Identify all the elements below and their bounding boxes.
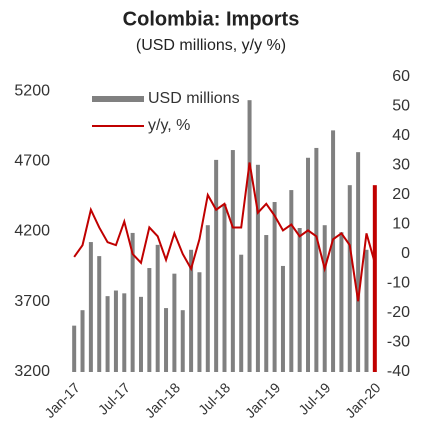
bar (122, 293, 127, 372)
x-tick-label: Jan-18 (142, 379, 184, 421)
bar (72, 325, 77, 372)
bar (322, 225, 327, 372)
bar (239, 254, 244, 372)
y-tick-label: 4700 (14, 153, 50, 170)
y2-tick-label: -40 (387, 363, 410, 380)
y2-tick-label: -30 (387, 334, 410, 351)
line (73, 162, 376, 302)
bar (289, 190, 294, 372)
chart-subtitle: (USD millions, y/y %) (136, 37, 286, 54)
bar (306, 157, 311, 372)
legend-label: y/y, % (148, 117, 190, 134)
bar (205, 225, 210, 372)
x-tick-label: Jan-20 (342, 379, 384, 421)
bar (339, 232, 344, 372)
y2-tick-label: -20 (387, 304, 410, 321)
bar (372, 185, 377, 372)
bar (255, 164, 260, 372)
legend-swatch (92, 96, 144, 102)
bar (80, 310, 85, 372)
y2-tick-label: 50 (392, 98, 410, 115)
y-tick-label: 3200 (14, 363, 50, 380)
y-tick-label: 5200 (14, 82, 50, 99)
bar (172, 273, 177, 372)
bar (230, 150, 235, 372)
bar (264, 235, 269, 372)
bar (147, 268, 152, 372)
y2-tick-label: 20 (392, 186, 410, 203)
bar (331, 130, 336, 372)
bar (97, 256, 102, 372)
bar (314, 147, 319, 372)
x-tick-label: Jan-17 (41, 379, 83, 421)
bar (214, 159, 219, 372)
y2-tick-label: -10 (387, 275, 410, 292)
y2-tick-label: 30 (392, 157, 410, 174)
y2-tick-label: 0 (401, 245, 410, 262)
bar (113, 290, 118, 372)
y2-tick-label: 10 (392, 216, 410, 233)
bar (130, 232, 135, 372)
x-tick-label: Jul-17 (95, 379, 133, 417)
bar (164, 308, 169, 372)
bar (189, 249, 194, 372)
legend-label: USD millions (148, 90, 240, 107)
bar (197, 272, 202, 372)
bar (88, 242, 93, 372)
bar (180, 310, 185, 372)
y2-tick-label: 60 (392, 68, 410, 85)
bar (247, 100, 252, 372)
bar (347, 185, 352, 372)
bar (222, 204, 227, 372)
y2-tick-label: 40 (392, 127, 410, 144)
bar (297, 228, 302, 372)
bar (280, 265, 285, 372)
y-tick-label: 3700 (14, 293, 50, 310)
x-tick-label: Jul-19 (295, 379, 333, 417)
bar (105, 296, 110, 372)
bar (155, 244, 160, 372)
bar (138, 296, 143, 372)
x-tick-label: Jan-19 (242, 379, 284, 421)
x-tick-label: Jul-18 (195, 379, 233, 417)
bar (272, 202, 277, 372)
chart-title: Colombia: Imports (123, 8, 300, 30)
bar (356, 152, 361, 372)
y-tick-label: 4200 (14, 223, 50, 240)
bar (364, 249, 369, 372)
